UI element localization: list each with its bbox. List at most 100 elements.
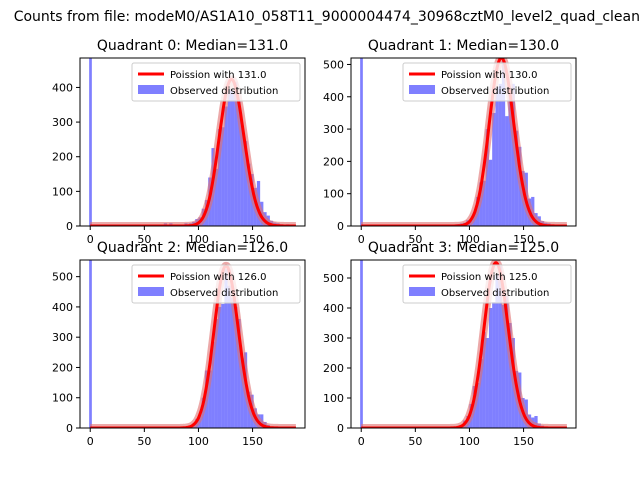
histogram-bar [243,141,248,226]
y-tick-label: 400 [52,81,73,94]
histogram-bar [495,275,499,428]
histogram-bar [498,83,502,226]
histogram-bar [479,359,483,428]
x-tick-label: 50 [137,233,151,246]
y-tick-label: 500 [323,272,344,285]
axes-frame [79,57,306,227]
y-tick-label: 500 [323,58,344,71]
histogram-bar [505,116,509,226]
y-tick-label: 100 [323,392,344,405]
histogram-bar [234,306,238,428]
y-tick-label: 200 [323,155,344,168]
plot-area [87,260,299,428]
histogram-bar [485,338,489,428]
x-tick-label: 100 [459,435,480,448]
histogram-bar [498,266,502,428]
poisson-curve [89,77,297,226]
histogram-bar [234,82,238,226]
axes-frame [350,57,577,227]
histogram-bar [240,358,244,428]
histogram-bar [247,163,251,226]
histogram-bar [514,130,519,226]
plot-area [358,260,570,428]
axes-frame [79,259,306,429]
histogram-bar [217,129,222,226]
histogram-bar [224,269,228,428]
histogram-bar [230,297,235,428]
y-tick-label: 400 [323,302,344,315]
y-tick-label: 500 [52,271,73,284]
histogram-bar [501,305,506,428]
histogram-bar [230,90,235,226]
histogram-bar [485,129,489,226]
legend: Poission with 125.0 Observed distribution [402,264,572,304]
histogram-bar [221,127,225,226]
y-tick-label: 0 [66,422,73,435]
y-tick-label: 200 [52,361,73,374]
histogram-bar [475,383,480,428]
y-tick-label: 100 [52,185,73,198]
legend-bar-swatch [409,287,435,296]
histogram-bar [534,416,538,428]
histogram-bar [224,106,228,226]
x-tick-label: 150 [513,233,534,246]
y-tick-label: 100 [323,188,344,201]
histogram-bar [501,61,506,226]
legend-bar-swatch [138,85,164,94]
legend-bar-swatch [138,287,164,296]
histogram-bar [488,308,493,428]
histogram-bar [237,319,241,428]
y-tick-label: 300 [323,123,344,136]
x-tick-label: 0 [358,435,365,448]
histogram-bar [505,296,509,428]
x-tick-label: 150 [513,435,534,448]
x-tick-label: 0 [358,233,365,246]
x-tick-label: 150 [242,233,263,246]
panel-title: Quadrant 2: Median=126.0 [97,240,288,256]
x-tick-label: 50 [408,233,422,246]
y-tick-label: 400 [52,301,73,314]
y-tick-label: 200 [52,151,73,164]
y-tick-label: 300 [52,331,73,344]
figure-suptitle: Counts from file: modeM0/AS1A10_058T11_9… [14,9,640,25]
histogram-bar [211,341,215,428]
x-tick-label: 0 [87,435,94,448]
y-tick-label: 300 [323,332,344,345]
histogram-bar [360,260,363,428]
legend-box [131,264,301,304]
y-tick-label: 100 [52,392,73,405]
panel-title: Quadrant 1: Median=130.0 [368,38,559,54]
legend-bar-swatch [409,85,435,94]
x-tick-label: 50 [137,435,151,448]
y-tick-label: 0 [66,220,73,233]
histogram-bar [217,306,222,428]
legend-label-poisson: Poission with 125.0 [441,272,537,283]
legend-box [131,62,301,102]
legend-box [402,264,572,304]
histogram-bar [482,180,486,226]
histogram-bar [488,159,493,226]
histogram-bar [482,332,486,428]
histogram-bar [495,87,499,226]
y-tick-label: 400 [323,91,344,104]
histogram-bar [89,58,92,226]
histogram-bar [214,319,218,428]
quadrant-panel-1: 0 50 100 150 0 100 200 300 400 500 Quadrant 1: Med… [323,38,577,246]
histogram-bar [214,168,218,226]
y-tick-label: 0 [337,422,344,435]
legend-label-poisson: Poission with 126.0 [170,272,266,283]
panel-title: Quadrant 3: Median=125.0 [368,240,559,256]
x-tick-label: 0 [87,233,94,246]
legend-label-observed: Observed distribution [441,86,549,97]
legend-label-observed: Observed distribution [441,288,549,299]
histogram-bar [208,370,212,428]
histogram-bar [508,90,512,226]
legend-label-observed: Observed distribution [170,86,278,97]
x-tick-label: 150 [242,435,263,448]
legend-label-poisson: Poission with 130.0 [441,70,537,81]
x-tick-label: 100 [188,435,209,448]
panels: 0 50 100 150 0 100 200 300 400 Quadrant 0: Median… [52,38,577,448]
histogram-bar [221,303,225,428]
histogram-bar [227,89,231,226]
quadrant-panel-2: 0 50 100 150 0 100 200 300 400 500 Quadrant 2: Med… [52,240,306,448]
